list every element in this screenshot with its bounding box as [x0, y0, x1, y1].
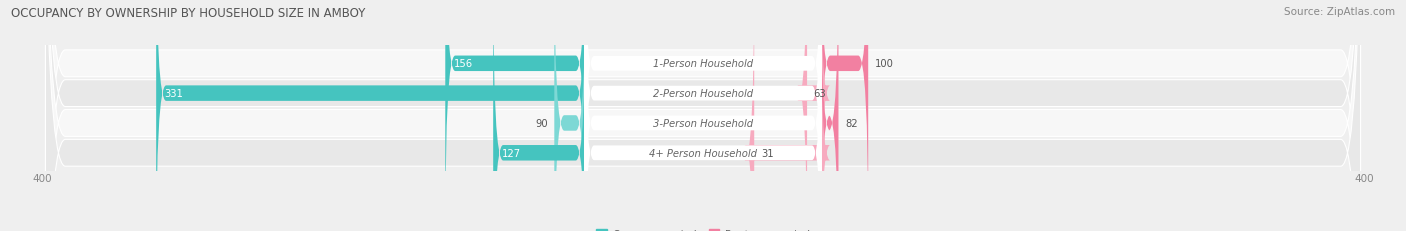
- Text: 331: 331: [165, 89, 183, 99]
- FancyBboxPatch shape: [45, 0, 1361, 231]
- FancyBboxPatch shape: [744, 0, 830, 231]
- FancyBboxPatch shape: [820, 0, 838, 231]
- Text: Source: ZipAtlas.com: Source: ZipAtlas.com: [1284, 7, 1395, 17]
- Text: 1-Person Household: 1-Person Household: [652, 59, 754, 69]
- FancyBboxPatch shape: [494, 0, 586, 231]
- Text: 4+ Person Household: 4+ Person Household: [650, 148, 756, 158]
- FancyBboxPatch shape: [446, 0, 586, 231]
- Text: 156: 156: [454, 59, 472, 69]
- FancyBboxPatch shape: [156, 0, 586, 231]
- FancyBboxPatch shape: [583, 0, 823, 231]
- Text: 3-Person Household: 3-Person Household: [652, 119, 754, 128]
- Text: 90: 90: [536, 119, 548, 128]
- Text: 2-Person Household: 2-Person Household: [652, 89, 754, 99]
- FancyBboxPatch shape: [45, 0, 1361, 231]
- Text: 63: 63: [814, 89, 827, 99]
- FancyBboxPatch shape: [583, 0, 823, 231]
- Legend: Owner-occupied, Renter-occupied: Owner-occupied, Renter-occupied: [592, 225, 814, 231]
- Text: 100: 100: [875, 59, 894, 69]
- FancyBboxPatch shape: [797, 0, 830, 231]
- FancyBboxPatch shape: [45, 0, 1361, 231]
- Text: 31: 31: [761, 148, 773, 158]
- FancyBboxPatch shape: [583, 0, 823, 231]
- Text: 82: 82: [845, 119, 858, 128]
- FancyBboxPatch shape: [554, 0, 586, 231]
- FancyBboxPatch shape: [583, 0, 823, 231]
- FancyBboxPatch shape: [820, 0, 868, 231]
- Text: OCCUPANCY BY OWNERSHIP BY HOUSEHOLD SIZE IN AMBOY: OCCUPANCY BY OWNERSHIP BY HOUSEHOLD SIZE…: [11, 7, 366, 20]
- FancyBboxPatch shape: [45, 0, 1361, 231]
- Text: 127: 127: [502, 148, 520, 158]
